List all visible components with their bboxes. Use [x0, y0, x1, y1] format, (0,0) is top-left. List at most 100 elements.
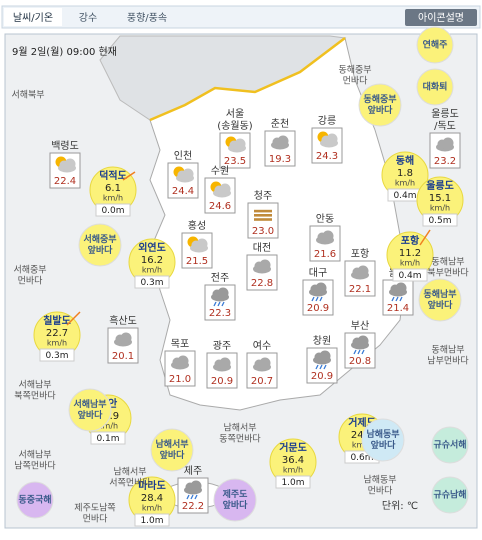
rain — [323, 364, 327, 370]
tab-label: 강수 — [79, 12, 97, 24]
rain — [190, 494, 194, 500]
wave-height: 0.3m — [45, 351, 68, 361]
sea-zone-label: 규슈서해 — [433, 439, 466, 451]
station-name: 광주 — [213, 340, 231, 352]
sea-area-label: 동해남부 — [431, 345, 464, 356]
sea-zone-circle — [78, 223, 122, 267]
station-temp: 23.5 — [224, 156, 246, 167]
sea-area-label: 남해서부 — [113, 467, 146, 478]
rain — [361, 349, 365, 355]
wave-height: 0.4m — [393, 191, 416, 201]
sea-area-label: 동해중부 — [338, 65, 371, 76]
tab[interactable] — [4, 8, 62, 26]
cloud — [120, 332, 132, 344]
sea-zone-label: 앞바다 — [160, 449, 186, 461]
wind-station-name: 덕적도 — [99, 169, 127, 182]
sea-area-label: 제주도남쪽 — [74, 503, 115, 514]
sea-zone-label: 제주도 — [223, 488, 249, 500]
wind-speed: 16.2 — [141, 255, 163, 266]
cloud — [442, 137, 454, 149]
station-temp: 20.8 — [349, 356, 371, 367]
sea-zone-label: 동해중부 — [363, 93, 396, 105]
cloud — [315, 282, 327, 294]
unit: 단위: ℃ — [382, 499, 418, 512]
sea-area-label: 서해중부 — [13, 265, 46, 276]
station-temp: 22.2 — [182, 501, 204, 512]
station-temp: 21.5 — [186, 256, 208, 267]
station-temp: 21.4 — [387, 303, 409, 314]
cloud — [64, 158, 76, 170]
sea-zone-circle — [416, 68, 454, 106]
tab-label: 날씨/기온 — [13, 12, 53, 24]
sea-zone-label: 남해동부 — [366, 428, 399, 440]
station-name: 대구 — [309, 267, 327, 279]
cloud — [395, 282, 407, 294]
wave-height: 0.0m — [101, 206, 124, 216]
sea-area-label: 남해서부 — [223, 423, 256, 434]
wind-station-name: 포항 — [401, 234, 420, 247]
rain — [315, 296, 319, 302]
tab[interactable] — [72, 8, 104, 26]
cloud — [357, 265, 369, 277]
sea-area-label: 동해남부 — [431, 257, 464, 268]
wind-unit: km/h — [395, 179, 415, 188]
wind-unit: km/h — [98, 422, 118, 431]
wave-box — [39, 348, 75, 362]
sea-zone-label: 앞바다 — [371, 439, 397, 451]
sea-zone-circle — [361, 418, 405, 462]
wind-station-name: 마라도 — [138, 479, 166, 492]
sea-area-label: 서해북부 — [11, 90, 44, 101]
wave-height: 1.0m — [140, 516, 163, 526]
wind-speed: 15.1 — [429, 193, 451, 204]
wind-unit: km/h — [142, 504, 162, 513]
wind-station-name: 외연도 — [138, 241, 166, 254]
cloud — [196, 238, 208, 250]
cloud — [326, 133, 338, 145]
rain — [217, 301, 221, 307]
sea-area-label: 남해동부 — [363, 475, 396, 486]
fog — [254, 209, 272, 213]
station-temp: 24.6 — [209, 201, 231, 212]
sea-zone-label: 앞바다 — [88, 244, 114, 256]
wind-speed: 28.4 — [141, 493, 163, 504]
station-name: 춘천 — [271, 118, 289, 130]
station-temp: 20.9 — [307, 303, 329, 314]
rain — [311, 296, 315, 302]
station-temp: 22.8 — [251, 278, 273, 289]
cloud — [190, 480, 202, 492]
station-name: 여수 — [253, 340, 271, 352]
station-temp: 20.1 — [112, 351, 134, 362]
sea-area-label: 먼바다 — [83, 514, 109, 525]
legend-button[interactable] — [405, 9, 477, 26]
station-temp: 19.3 — [269, 154, 291, 165]
rain — [399, 296, 403, 302]
wave-box — [134, 513, 170, 527]
sea-area-label: 북쪽먼바다 — [14, 391, 56, 402]
wave-box — [275, 475, 311, 489]
wave-box — [95, 203, 131, 217]
sea-zone-label: 동해남부 — [423, 288, 456, 300]
sea-area-label: 먼바다 — [343, 76, 369, 87]
rain — [315, 364, 319, 370]
sea-area-label: 북부먼바다 — [427, 268, 469, 279]
wave-box — [392, 268, 428, 282]
wind-speed: 11.2 — [399, 248, 421, 259]
station-name: 흑산도 — [109, 314, 137, 327]
sea-area-label: 남부먼바다 — [427, 356, 469, 367]
sea-area-label: 먼바다 — [18, 276, 44, 287]
wave-height: 0.6m — [350, 453, 373, 463]
wind-station-name: 칠발도 — [43, 314, 71, 327]
cloud — [319, 350, 331, 362]
station-temp: 24.4 — [172, 186, 194, 197]
station-name: 수원 — [211, 165, 229, 177]
wave-box — [134, 275, 170, 289]
station-temp: 22.4 — [54, 176, 76, 187]
sea-zone-circle — [358, 83, 402, 127]
station-name: 서울 — [226, 108, 244, 120]
station-name: 안동 — [316, 213, 334, 225]
tab[interactable] — [112, 8, 182, 26]
wave-height: 1.0m — [281, 478, 304, 488]
wind-speed: 1.8 — [397, 168, 413, 179]
station-name: 홍성 — [188, 219, 206, 232]
